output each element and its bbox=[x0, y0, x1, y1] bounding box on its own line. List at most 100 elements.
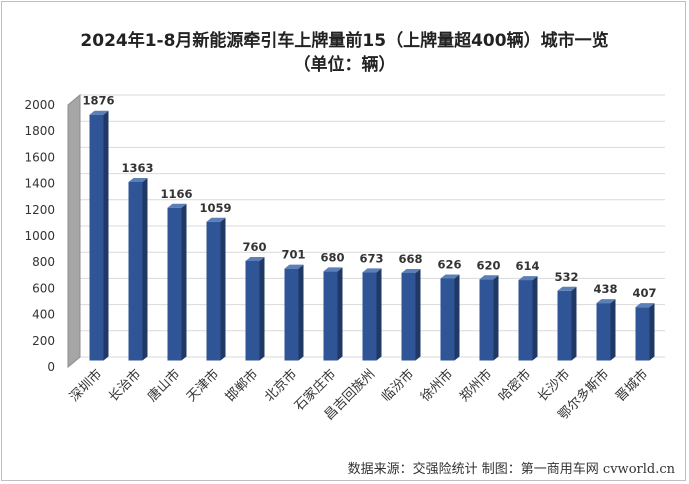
bar bbox=[89, 110, 109, 361]
side-wall-face bbox=[67, 93, 81, 369]
y-tick-label: 2000 bbox=[24, 98, 55, 112]
bar-top bbox=[362, 268, 382, 273]
bar-front bbox=[89, 114, 104, 361]
bar-front bbox=[557, 290, 572, 361]
bar bbox=[167, 203, 187, 361]
bar-front bbox=[245, 260, 260, 361]
bar-front bbox=[596, 303, 611, 361]
bar-front bbox=[518, 280, 533, 361]
data-label: 673 bbox=[359, 251, 383, 265]
y-tick-label: 1800 bbox=[24, 124, 55, 138]
bar bbox=[479, 275, 499, 361]
y-tick-label: 400 bbox=[32, 308, 55, 322]
category-label: 深圳市 bbox=[66, 366, 105, 405]
bar-top bbox=[440, 274, 460, 279]
y-tick-label: 0 bbox=[47, 360, 55, 374]
category-label: 唐山市 bbox=[144, 366, 183, 405]
bar-front bbox=[635, 307, 650, 361]
data-label: 701 bbox=[281, 248, 305, 262]
data-label: 438 bbox=[593, 282, 617, 296]
data-label: 760 bbox=[242, 240, 266, 254]
bar-side bbox=[649, 303, 655, 361]
bar-top bbox=[284, 264, 304, 269]
data-label: 1059 bbox=[199, 201, 231, 215]
data-label: 532 bbox=[554, 270, 578, 284]
bar-top bbox=[206, 217, 226, 222]
bar-side bbox=[259, 256, 265, 361]
data-labels: 1876 1363 1166 1059 760 701 680 673 668 626 620 614… bbox=[82, 94, 656, 300]
bar bbox=[596, 299, 616, 361]
y-axis-ticks: 0 200 400 600 800 1000 1200 1400 1600 1800 2000 bbox=[24, 98, 55, 374]
data-label: 614 bbox=[515, 259, 539, 273]
data-label: 626 bbox=[437, 257, 461, 271]
y-tick-label: 1000 bbox=[24, 229, 55, 243]
y-tick-label: 1600 bbox=[24, 150, 55, 164]
bar-front bbox=[206, 221, 221, 361]
y-tick-label: 1400 bbox=[24, 177, 55, 191]
category-label: 长沙市 bbox=[534, 366, 573, 405]
y-tick-label: 1200 bbox=[24, 203, 55, 217]
bar-top bbox=[557, 286, 577, 291]
bar-side bbox=[376, 268, 382, 361]
side-wall bbox=[67, 93, 81, 369]
bar-top bbox=[323, 267, 343, 272]
bar-side bbox=[415, 268, 421, 361]
bar-side bbox=[532, 276, 538, 361]
bar bbox=[518, 276, 538, 361]
bar-top bbox=[635, 303, 655, 308]
y-tick-label: 600 bbox=[32, 281, 55, 295]
y-tick-label: 800 bbox=[32, 255, 55, 269]
bar-side bbox=[181, 203, 187, 361]
bar-front bbox=[128, 181, 143, 361]
bar-top bbox=[245, 256, 265, 261]
bar-top bbox=[401, 268, 421, 273]
bar bbox=[401, 268, 421, 361]
data-label: 1363 bbox=[121, 161, 153, 175]
chart-subtitle: （单位：辆） bbox=[293, 55, 396, 75]
category-label: 临汾市 bbox=[378, 366, 417, 405]
data-label: 680 bbox=[320, 250, 344, 264]
bar bbox=[440, 274, 460, 361]
bar bbox=[635, 303, 655, 361]
data-label: 668 bbox=[398, 252, 422, 266]
bar-side bbox=[103, 110, 109, 361]
bar-side bbox=[298, 264, 304, 361]
bar-top bbox=[89, 110, 109, 115]
category-labels: 深圳市 长治市 唐山市 天津市 邯郸市 北京市石家庄市昌吉回族州 临汾市 徐州市 郑州市 哈密市长… bbox=[66, 366, 651, 423]
category-label: 北京市 bbox=[261, 366, 300, 405]
bar-side bbox=[571, 286, 577, 361]
chart-title: 2024年1-8月新能源牵引车上牌量前15（上牌量超400辆）城市一览 bbox=[80, 31, 609, 51]
bar-side bbox=[493, 275, 499, 361]
bar-side bbox=[220, 217, 226, 361]
data-label: 620 bbox=[476, 258, 500, 272]
bar-top bbox=[128, 177, 148, 182]
bar-top bbox=[518, 276, 538, 281]
bar bbox=[557, 286, 577, 361]
bar-front bbox=[401, 272, 416, 361]
source-note: 数据来源：交强险统计 制图：第一商用车网 cvworld.cn bbox=[347, 462, 675, 477]
category-label: 邯郸市 bbox=[222, 366, 261, 405]
bars bbox=[89, 110, 655, 361]
bar-front bbox=[323, 271, 338, 361]
bar-front bbox=[479, 279, 494, 361]
bar-side bbox=[337, 267, 343, 361]
bar-front bbox=[167, 207, 182, 361]
category-label: 徐州市 bbox=[417, 366, 456, 405]
bar-top bbox=[479, 275, 499, 280]
bar-front bbox=[284, 268, 299, 361]
category-label: 郑州市 bbox=[456, 366, 495, 405]
bar bbox=[362, 268, 382, 361]
data-label: 1166 bbox=[160, 187, 192, 201]
category-label: 长治市 bbox=[105, 366, 144, 405]
bar-side bbox=[610, 299, 616, 361]
category-label: 天津市 bbox=[183, 366, 222, 405]
bar-top bbox=[596, 299, 616, 304]
bar-side bbox=[454, 274, 460, 361]
bar bbox=[245, 256, 265, 361]
category-label: 哈密市 bbox=[495, 366, 534, 405]
data-label: 407 bbox=[632, 286, 656, 300]
bar-front bbox=[362, 272, 377, 361]
bar bbox=[323, 267, 343, 361]
bar-front bbox=[440, 278, 455, 361]
